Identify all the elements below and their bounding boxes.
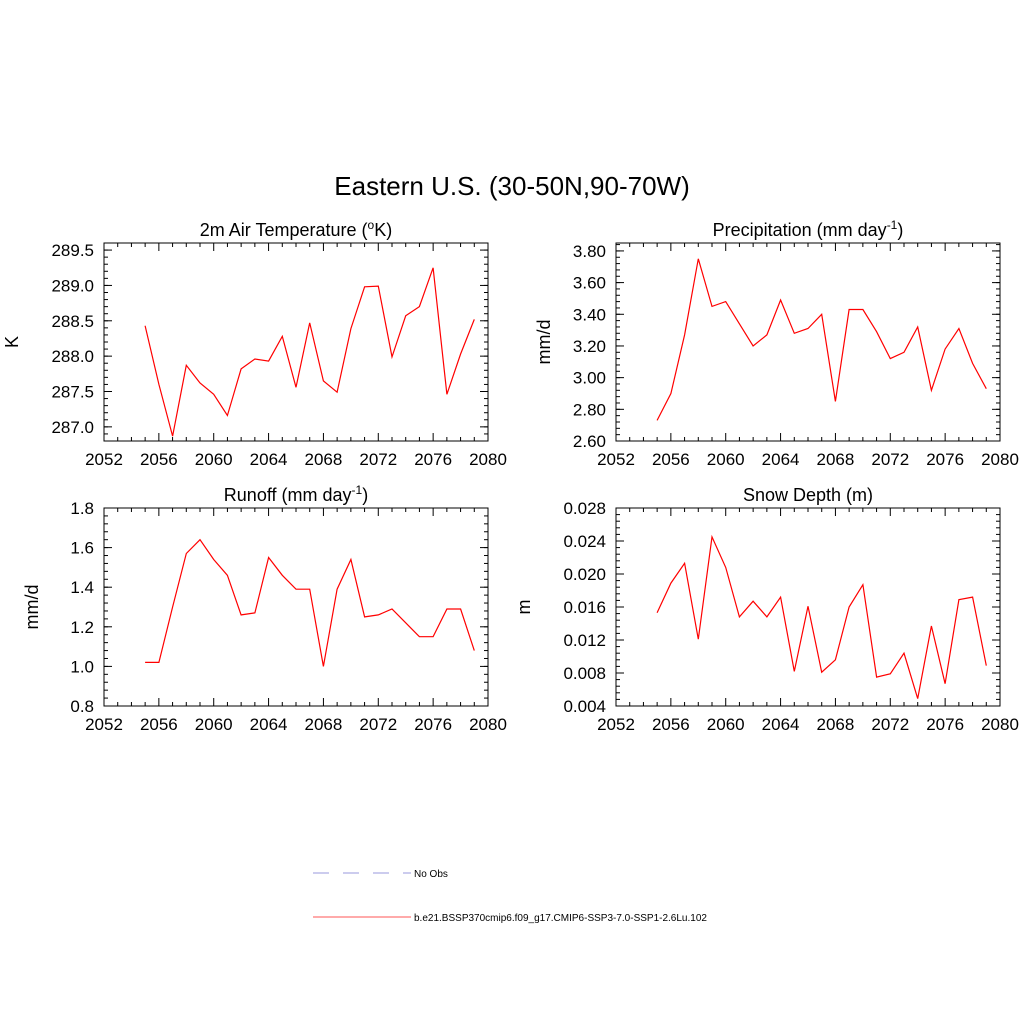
y-tick-label: 1.4 — [70, 578, 94, 597]
x-tick-label: 2080 — [469, 450, 507, 469]
x-tick-label: 2080 — [981, 450, 1019, 469]
x-tick-label: 2056 — [652, 715, 690, 734]
x-tick-label: 2068 — [305, 450, 343, 469]
x-tick-label: 2064 — [762, 450, 800, 469]
plot-frame — [103, 507, 489, 707]
y-tick-label: 287.5 — [51, 383, 94, 402]
y-axis-label: mm/d — [22, 585, 42, 630]
x-tick-label: 2068 — [817, 450, 855, 469]
x-tick-label: 2072 — [359, 450, 397, 469]
x-tick-label: 2052 — [85, 450, 123, 469]
plot-frame — [103, 242, 489, 442]
x-tick-label: 2060 — [707, 715, 745, 734]
figure-title: Eastern U.S. (30-50N,90-70W) — [334, 171, 689, 201]
x-tick-label: 2072 — [871, 450, 909, 469]
y-tick-label: 3.20 — [573, 337, 606, 356]
panel-title: Runoff (mm day-1) — [224, 483, 368, 505]
y-tick-label: 288.0 — [51, 347, 94, 366]
y-axis-label: mm/d — [534, 320, 554, 365]
x-tick-label: 2052 — [85, 715, 123, 734]
x-tick-label: 2076 — [926, 715, 964, 734]
x-tick-label: 2076 — [414, 450, 452, 469]
x-tick-label: 2060 — [707, 450, 745, 469]
x-tick-label: 2056 — [140, 450, 178, 469]
plot-frame — [615, 242, 1001, 442]
panel-snow-depth: 2052 2056 2060 2064 2068 2072 2076 2080 0.004 0.0… — [514, 485, 1019, 734]
legend-label: No Obs — [414, 869, 448, 880]
y-tick-label: 0.004 — [563, 697, 606, 716]
y-axis-label: K — [2, 336, 22, 348]
y-tick-label: 0.028 — [563, 499, 606, 518]
x-tick-label: 2064 — [762, 715, 800, 734]
series-line — [145, 538, 475, 667]
x-tick-label: 2056 — [652, 450, 690, 469]
y-tick-label: 0.016 — [563, 598, 606, 617]
x-tick-label: 2068 — [305, 715, 343, 734]
y-tick-label: 287.0 — [51, 418, 94, 437]
y-tick-label: 2.60 — [573, 432, 606, 451]
series-line — [656, 258, 987, 421]
y-tick-label: 289.0 — [51, 276, 94, 295]
y-tick-label: 0.024 — [563, 532, 606, 551]
x-tick-label: 2072 — [359, 715, 397, 734]
x-tick-label: 2060 — [195, 450, 233, 469]
y-tick-label: 289.5 — [51, 241, 94, 260]
y-tick-label: 0.008 — [563, 664, 606, 683]
y-tick-label: 1.0 — [70, 657, 94, 676]
x-tick-label: 2072 — [871, 715, 909, 734]
y-tick-label: 0.020 — [563, 565, 606, 584]
y-tick-label: 3.00 — [573, 369, 606, 388]
y-tick-label: 0.012 — [563, 631, 606, 650]
series-line — [656, 534, 987, 699]
y-tick-label: 1.8 — [70, 499, 94, 518]
y-tick-label: 1.6 — [70, 539, 94, 558]
panel-title: Precipitation (mm day-1) — [713, 218, 904, 240]
y-tick-label: 2.80 — [573, 400, 606, 419]
x-tick-label: 2076 — [926, 450, 964, 469]
panel-title: 2m Air Temperature (oK) — [200, 218, 392, 240]
y-tick-label: 288.5 — [51, 312, 94, 331]
x-tick-label: 2080 — [981, 715, 1019, 734]
y-tick-label: 1.2 — [70, 618, 94, 637]
x-tick-label: 2052 — [597, 715, 635, 734]
legend-label: b.e21.BSSP370cmip6.f09_g17.CMIP6-SSP3-7.… — [414, 913, 707, 924]
legend: No Obs b.e21.BSSP370cmip6.f09_g17.CMIP6-S… — [313, 869, 707, 924]
x-tick-label: 2056 — [140, 715, 178, 734]
x-tick-label: 2068 — [817, 715, 855, 734]
panel-runoff: 2052 2056 2060 2064 2068 2072 2076 2080 0.8 1.0 1.… — [22, 483, 507, 734]
x-tick-label: 2080 — [469, 715, 507, 734]
panel-title: Snow Depth (m) — [743, 485, 873, 505]
series-line — [144, 267, 475, 437]
panel-air-temperature: 2052 2056 2060 2064 2068 2072 2076 2080 287.0 287… — [2, 218, 507, 469]
x-tick-label: 2064 — [250, 715, 288, 734]
y-tick-label: 3.60 — [573, 274, 606, 293]
x-tick-label: 2060 — [195, 715, 233, 734]
x-tick-label: 2076 — [414, 715, 452, 734]
y-tick-label: 3.80 — [573, 242, 606, 261]
x-tick-label: 2052 — [597, 450, 635, 469]
panel-precipitation: 2052 2056 2060 2064 2068 2072 2076 2080 2.60 2.80… — [534, 218, 1019, 469]
y-tick-label: 0.8 — [70, 697, 94, 716]
y-tick-label: 3.40 — [573, 305, 606, 324]
x-tick-label: 2064 — [250, 450, 288, 469]
y-axis-label: m — [514, 600, 534, 615]
